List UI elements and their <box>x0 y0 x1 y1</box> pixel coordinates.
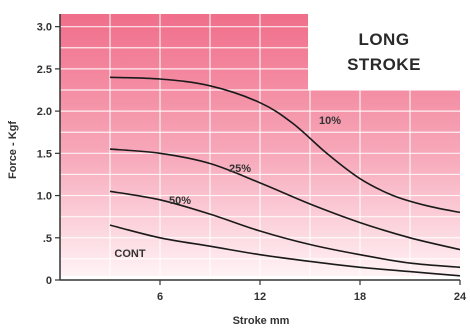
series-label-cont: CONT <box>114 248 145 260</box>
x-tick-label: 18 <box>354 291 366 303</box>
title-box-background <box>308 14 460 90</box>
series-label-50-percent: 50% <box>169 195 191 207</box>
chart-title-line-1: LONG <box>358 30 409 49</box>
series-labels: 10% 25% 50% CONT <box>114 115 341 260</box>
series-lines <box>109 76 461 277</box>
series-line-50-percent <box>109 190 461 269</box>
y-tick-label: 1.0 <box>37 191 52 203</box>
x-axis-title: Stroke mm <box>233 315 290 327</box>
chart-title-line-2: STROKE <box>347 55 421 74</box>
tick-marks: 6 12 18 24 0 .5 1.0 1.5 2.0 2.5 3.0 <box>37 22 467 303</box>
x-tick-label: 24 <box>454 291 467 303</box>
series-line-25-percent <box>109 148 461 251</box>
y-tick-label: 0 <box>46 275 52 287</box>
x-tick-label: 6 <box>157 291 163 303</box>
series-line-10-percent <box>109 76 461 214</box>
series-line-cont <box>109 224 461 277</box>
y-tick-label: 3.0 <box>37 22 52 34</box>
y-tick-label: 2.5 <box>37 64 52 76</box>
y-tick-label: .5 <box>43 233 52 245</box>
series-label-25-percent: 25% <box>229 163 251 175</box>
y-tick-label: 2.0 <box>37 106 52 118</box>
y-axis-title: Force - Kgf <box>7 121 19 179</box>
y-tick-label: 1.5 <box>37 148 52 160</box>
x-tick-label: 12 <box>254 291 266 303</box>
series-label-10-percent: 10% <box>319 115 341 127</box>
chart-title-box: LONG STROKE <box>308 14 460 90</box>
